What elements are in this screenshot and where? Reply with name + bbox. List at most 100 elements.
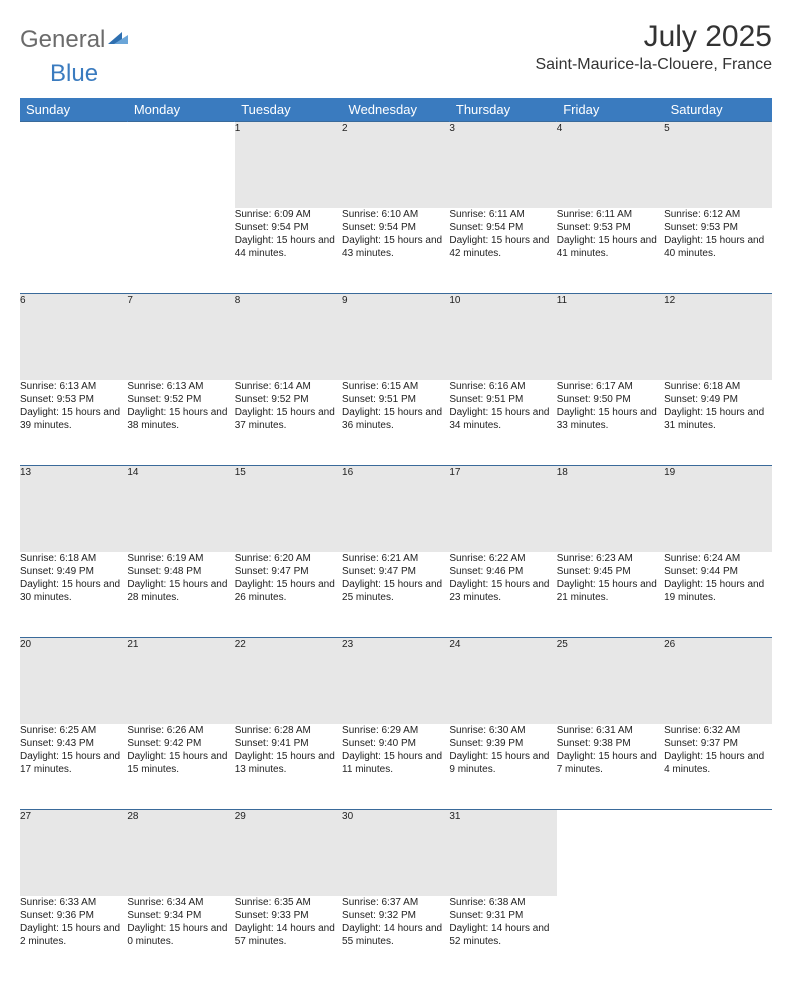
sun-times-text: Sunrise: 6:18 AM Sunset: 9:49 PM Dayligh… (664, 380, 771, 432)
weekday-header: Friday (557, 98, 664, 122)
day-number-cell: 31 (449, 810, 556, 896)
sun-times-text: Sunrise: 6:09 AM Sunset: 9:54 PM Dayligh… (235, 208, 342, 260)
day-content-cell: Sunrise: 6:16 AM Sunset: 9:51 PM Dayligh… (449, 380, 556, 466)
day-number-cell: 3 (449, 122, 556, 208)
sun-times-text: Sunrise: 6:19 AM Sunset: 9:48 PM Dayligh… (127, 552, 234, 604)
day-content-row: Sunrise: 6:25 AM Sunset: 9:43 PM Dayligh… (20, 724, 772, 810)
day-number-cell: 17 (449, 466, 556, 552)
sun-times-text: Sunrise: 6:32 AM Sunset: 9:37 PM Dayligh… (664, 724, 771, 776)
day-number-cell: 2 (342, 122, 449, 208)
logo-text-gray: General (20, 26, 105, 54)
day-content-cell: Sunrise: 6:18 AM Sunset: 9:49 PM Dayligh… (20, 552, 127, 638)
weekday-header: Thursday (449, 98, 556, 122)
day-content-cell: Sunrise: 6:11 AM Sunset: 9:54 PM Dayligh… (449, 208, 556, 294)
sun-times-text: Sunrise: 6:18 AM Sunset: 9:49 PM Dayligh… (20, 552, 127, 604)
day-number-cell: 22 (235, 638, 342, 724)
day-number-cell: 10 (449, 294, 556, 380)
sun-times-text: Sunrise: 6:17 AM Sunset: 9:50 PM Dayligh… (557, 380, 664, 432)
sun-times-text: Sunrise: 6:34 AM Sunset: 9:34 PM Dayligh… (127, 896, 234, 948)
sun-times-text: Sunrise: 6:24 AM Sunset: 9:44 PM Dayligh… (664, 552, 771, 604)
logo-triangle-icon (108, 25, 130, 53)
page-title: July 2025 (535, 20, 772, 54)
day-content-cell: Sunrise: 6:12 AM Sunset: 9:53 PM Dayligh… (664, 208, 771, 294)
day-content-cell: Sunrise: 6:37 AM Sunset: 9:32 PM Dayligh… (342, 896, 449, 982)
day-number-row: 20212223242526 (20, 638, 772, 724)
day-content-cell: Sunrise: 6:32 AM Sunset: 9:37 PM Dayligh… (664, 724, 771, 810)
logo: General (20, 26, 130, 54)
day-number-cell (127, 122, 234, 208)
weekday-header-row: SundayMondayTuesdayWednesdayThursdayFrid… (20, 98, 772, 122)
day-content-row: Sunrise: 6:09 AM Sunset: 9:54 PM Dayligh… (20, 208, 772, 294)
day-number-cell: 8 (235, 294, 342, 380)
sun-times-text: Sunrise: 6:11 AM Sunset: 9:54 PM Dayligh… (449, 208, 556, 260)
sun-times-text: Sunrise: 6:20 AM Sunset: 9:47 PM Dayligh… (235, 552, 342, 604)
day-number-cell: 27 (20, 810, 127, 896)
day-content-cell: Sunrise: 6:13 AM Sunset: 9:52 PM Dayligh… (127, 380, 234, 466)
sun-times-text: Sunrise: 6:13 AM Sunset: 9:53 PM Dayligh… (20, 380, 127, 432)
day-content-cell: Sunrise: 6:35 AM Sunset: 9:33 PM Dayligh… (235, 896, 342, 982)
day-number-cell: 12 (664, 294, 771, 380)
day-number-cell: 21 (127, 638, 234, 724)
weekday-header: Saturday (664, 98, 771, 122)
day-number-cell: 25 (557, 638, 664, 724)
sun-times-text: Sunrise: 6:10 AM Sunset: 9:54 PM Dayligh… (342, 208, 449, 260)
sun-times-text: Sunrise: 6:21 AM Sunset: 9:47 PM Dayligh… (342, 552, 449, 604)
day-number-cell: 9 (342, 294, 449, 380)
day-content-cell (664, 896, 771, 982)
sun-times-text: Sunrise: 6:13 AM Sunset: 9:52 PM Dayligh… (127, 380, 234, 432)
day-number-cell: 7 (127, 294, 234, 380)
sun-times-text: Sunrise: 6:37 AM Sunset: 9:32 PM Dayligh… (342, 896, 449, 948)
sun-times-text: Sunrise: 6:35 AM Sunset: 9:33 PM Dayligh… (235, 896, 342, 948)
day-number-cell: 11 (557, 294, 664, 380)
day-content-cell: Sunrise: 6:10 AM Sunset: 9:54 PM Dayligh… (342, 208, 449, 294)
day-content-cell (127, 208, 234, 294)
day-content-cell: Sunrise: 6:34 AM Sunset: 9:34 PM Dayligh… (127, 896, 234, 982)
day-number-row: 2728293031 (20, 810, 772, 896)
day-content-cell: Sunrise: 6:29 AM Sunset: 9:40 PM Dayligh… (342, 724, 449, 810)
day-content-cell (557, 896, 664, 982)
sun-times-text: Sunrise: 6:28 AM Sunset: 9:41 PM Dayligh… (235, 724, 342, 776)
day-number-cell: 20 (20, 638, 127, 724)
calendar-table: SundayMondayTuesdayWednesdayThursdayFrid… (20, 98, 772, 982)
day-content-cell: Sunrise: 6:11 AM Sunset: 9:53 PM Dayligh… (557, 208, 664, 294)
day-content-cell: Sunrise: 6:19 AM Sunset: 9:48 PM Dayligh… (127, 552, 234, 638)
day-content-cell: Sunrise: 6:38 AM Sunset: 9:31 PM Dayligh… (449, 896, 556, 982)
day-number-cell: 29 (235, 810, 342, 896)
day-content-cell: Sunrise: 6:09 AM Sunset: 9:54 PM Dayligh… (235, 208, 342, 294)
day-content-cell: Sunrise: 6:28 AM Sunset: 9:41 PM Dayligh… (235, 724, 342, 810)
day-content-cell: Sunrise: 6:24 AM Sunset: 9:44 PM Dayligh… (664, 552, 771, 638)
day-number-cell: 5 (664, 122, 771, 208)
sun-times-text: Sunrise: 6:15 AM Sunset: 9:51 PM Dayligh… (342, 380, 449, 432)
day-content-cell: Sunrise: 6:18 AM Sunset: 9:49 PM Dayligh… (664, 380, 771, 466)
sun-times-text: Sunrise: 6:33 AM Sunset: 9:36 PM Dayligh… (20, 896, 127, 948)
day-content-cell: Sunrise: 6:25 AM Sunset: 9:43 PM Dayligh… (20, 724, 127, 810)
day-number-cell: 1 (235, 122, 342, 208)
day-content-cell: Sunrise: 6:23 AM Sunset: 9:45 PM Dayligh… (557, 552, 664, 638)
day-number-cell: 23 (342, 638, 449, 724)
weekday-header: Monday (127, 98, 234, 122)
sun-times-text: Sunrise: 6:30 AM Sunset: 9:39 PM Dayligh… (449, 724, 556, 776)
day-number-cell: 14 (127, 466, 234, 552)
day-content-cell (20, 208, 127, 294)
weekday-header: Tuesday (235, 98, 342, 122)
location-subtitle: Saint-Maurice-la-Clouere, France (535, 56, 772, 74)
sun-times-text: Sunrise: 6:22 AM Sunset: 9:46 PM Dayligh… (449, 552, 556, 604)
day-number-row: 6789101112 (20, 294, 772, 380)
day-number-cell: 6 (20, 294, 127, 380)
day-content-cell: Sunrise: 6:14 AM Sunset: 9:52 PM Dayligh… (235, 380, 342, 466)
day-content-cell: Sunrise: 6:22 AM Sunset: 9:46 PM Dayligh… (449, 552, 556, 638)
day-number-cell (664, 810, 771, 896)
day-number-row: 13141516171819 (20, 466, 772, 552)
day-number-cell: 13 (20, 466, 127, 552)
day-number-cell: 28 (127, 810, 234, 896)
sun-times-text: Sunrise: 6:16 AM Sunset: 9:51 PM Dayligh… (449, 380, 556, 432)
day-content-cell: Sunrise: 6:17 AM Sunset: 9:50 PM Dayligh… (557, 380, 664, 466)
day-number-cell: 19 (664, 466, 771, 552)
day-number-cell (557, 810, 664, 896)
weekday-header: Wednesday (342, 98, 449, 122)
day-content-cell: Sunrise: 6:15 AM Sunset: 9:51 PM Dayligh… (342, 380, 449, 466)
day-content-row: Sunrise: 6:33 AM Sunset: 9:36 PM Dayligh… (20, 896, 772, 982)
sun-times-text: Sunrise: 6:14 AM Sunset: 9:52 PM Dayligh… (235, 380, 342, 432)
sun-times-text: Sunrise: 6:31 AM Sunset: 9:38 PM Dayligh… (557, 724, 664, 776)
day-number-cell: 18 (557, 466, 664, 552)
